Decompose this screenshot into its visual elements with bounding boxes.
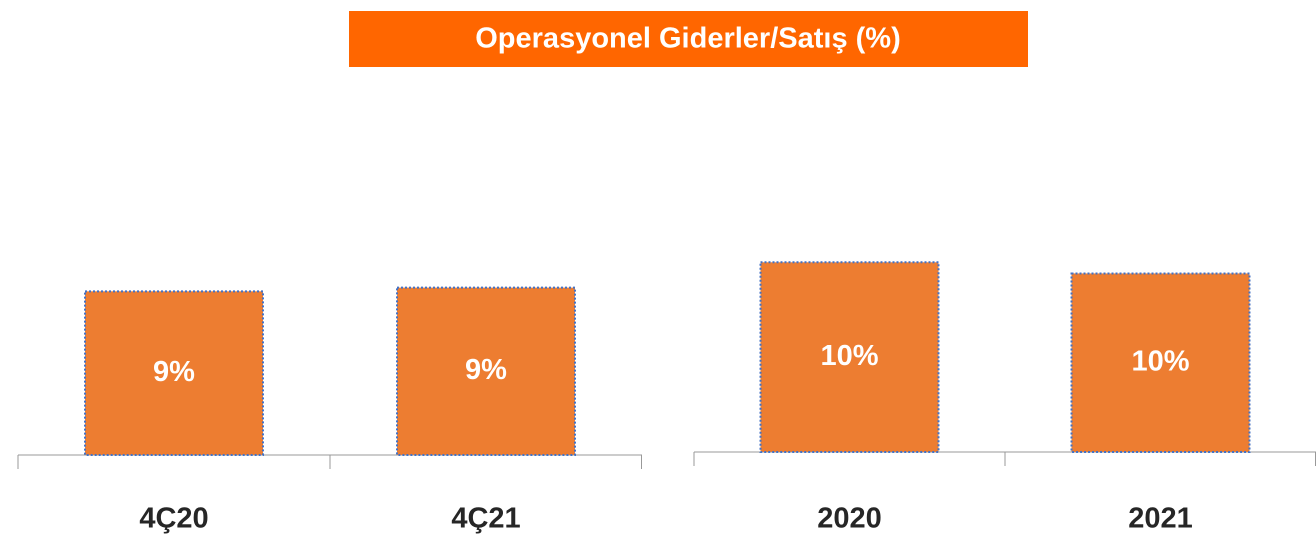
x-tick-label: 4Ç20 xyxy=(139,503,208,535)
bar xyxy=(396,286,576,456)
value-label: 9% xyxy=(153,356,195,388)
bar xyxy=(84,290,264,456)
x-tick-label: 2021 xyxy=(1128,503,1193,535)
x-tick-label: 4Ç21 xyxy=(451,503,520,535)
chart-title: Operasyonel Giderler/Satış (%) xyxy=(475,23,900,55)
value-label: 10% xyxy=(820,340,878,372)
x-tick-label: 2020 xyxy=(817,503,882,535)
value-label: 9% xyxy=(465,354,507,386)
bar xyxy=(759,261,940,453)
title-banner xyxy=(349,11,1028,67)
value-label: 10% xyxy=(1131,345,1189,377)
bar xyxy=(1070,272,1251,453)
